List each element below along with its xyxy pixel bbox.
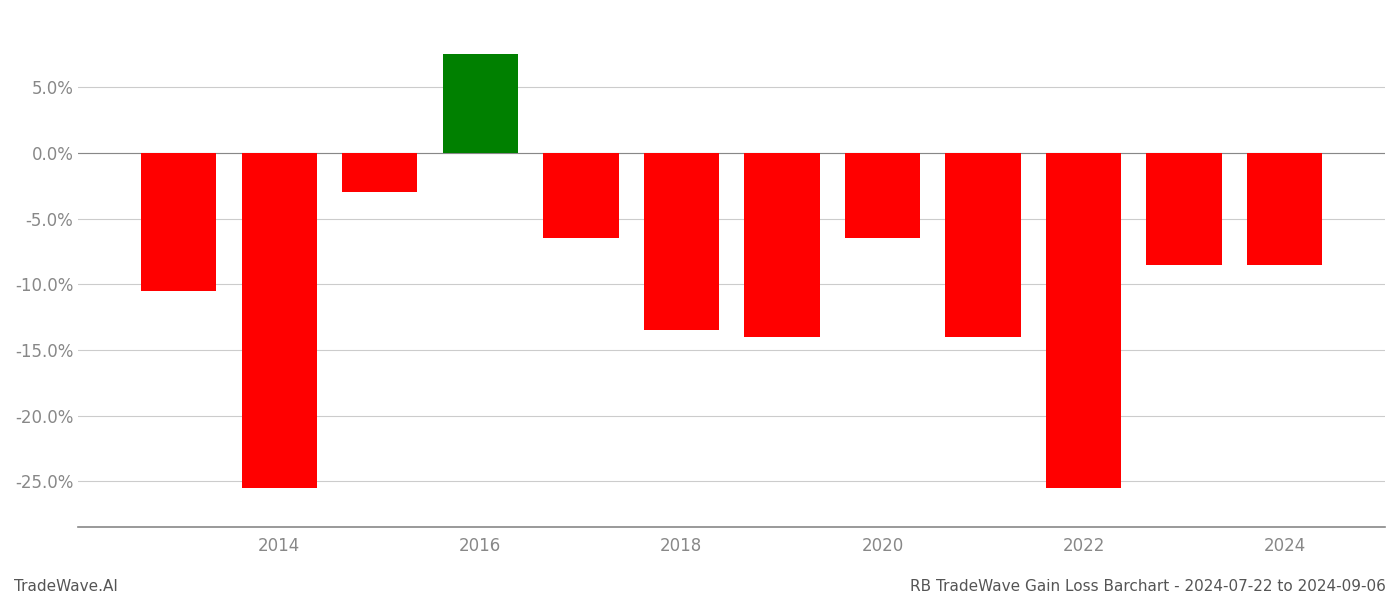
- Bar: [1247, 153, 1322, 265]
- Bar: [745, 153, 819, 337]
- Bar: [945, 153, 1021, 337]
- Text: RB TradeWave Gain Loss Barchart - 2024-07-22 to 2024-09-06: RB TradeWave Gain Loss Barchart - 2024-0…: [910, 579, 1386, 594]
- Bar: [1147, 153, 1222, 265]
- Bar: [844, 153, 920, 238]
- Bar: [1046, 153, 1121, 488]
- Text: TradeWave.AI: TradeWave.AI: [14, 579, 118, 594]
- Bar: [342, 153, 417, 193]
- Bar: [644, 153, 720, 330]
- Bar: [242, 153, 316, 488]
- Bar: [442, 55, 518, 153]
- Bar: [141, 153, 217, 291]
- Bar: [543, 153, 619, 238]
